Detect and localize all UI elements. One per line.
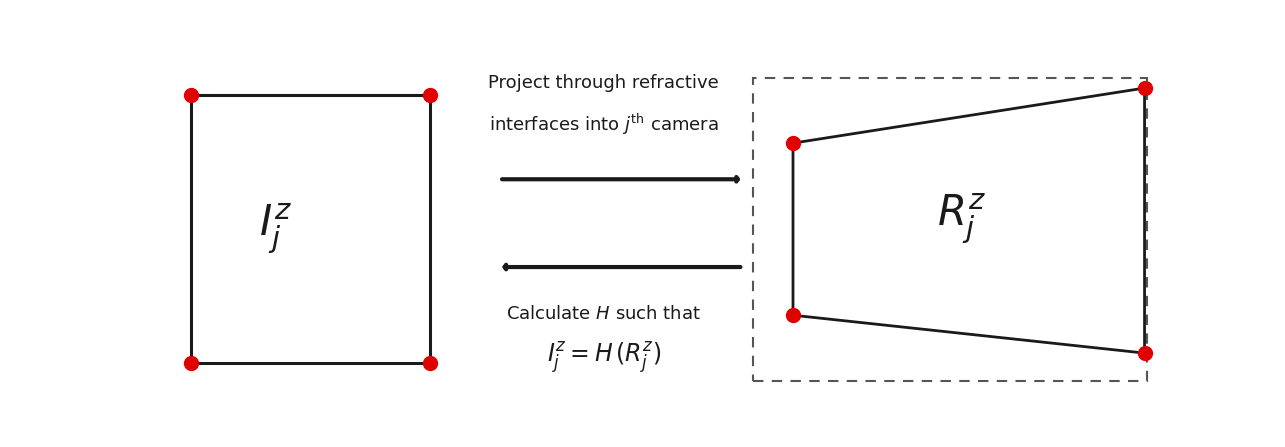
Point	[1135, 84, 1155, 92]
Point	[180, 360, 200, 367]
Bar	[753, 78, 1146, 381]
Point	[180, 91, 200, 98]
Text: $\mathit{I}_j^z = \mathit{H}\,(\mathit{R}_j^z)$: $\mathit{I}_j^z = \mathit{H}\,(\mathit{R…	[546, 341, 660, 376]
Text: Project through refractive: Project through refractive	[488, 74, 720, 92]
Text: $\mathit{I}_j^z$: $\mathit{I}_j^z$	[258, 202, 292, 256]
Text: Calculate $\mathit{H}$ such that: Calculate $\mathit{H}$ such that	[506, 304, 702, 322]
Point	[419, 91, 439, 98]
Point	[783, 139, 803, 147]
Text: interfaces into $j^{\mathsf{th}}$ camera: interfaces into $j^{\mathsf{th}}$ camera	[490, 112, 718, 137]
Point	[783, 312, 803, 319]
Point	[1135, 350, 1155, 357]
Text: $\mathit{R}_j^z$: $\mathit{R}_j^z$	[938, 192, 987, 246]
Bar	[190, 95, 429, 363]
Point	[419, 360, 439, 367]
